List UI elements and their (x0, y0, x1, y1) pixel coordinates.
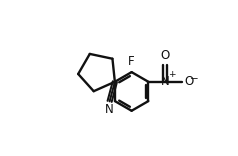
Text: −: − (189, 74, 198, 84)
Text: +: + (168, 70, 176, 79)
Text: F: F (128, 55, 135, 68)
Text: N: N (161, 75, 170, 88)
Text: N: N (105, 103, 114, 116)
Text: O: O (161, 49, 170, 62)
Text: O: O (184, 75, 194, 88)
